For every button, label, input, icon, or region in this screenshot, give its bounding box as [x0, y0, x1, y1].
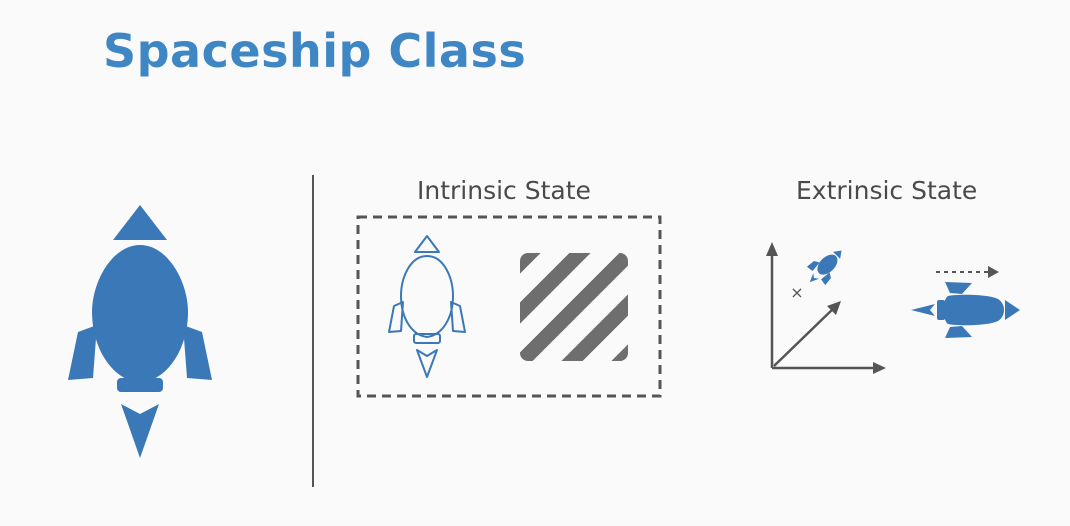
spaceship-icon-large	[68, 205, 212, 458]
intrinsic-state-heading: Intrinsic State	[417, 176, 591, 205]
slide-title: Spaceship Class	[103, 24, 527, 78]
intrinsic-state-box	[356, 215, 662, 398]
coordinate-axes-icon	[766, 242, 886, 374]
motion-arrow-icon	[936, 266, 999, 278]
spaceship-horizontal-icon	[911, 282, 1020, 338]
section-divider	[312, 175, 314, 487]
spaceship-outline-icon	[388, 235, 466, 378]
extrinsic-state-heading: Extrinsic State	[796, 176, 978, 205]
spaceship-small-icon	[806, 250, 842, 286]
texture-pattern-icon	[520, 253, 628, 361]
position-marker: ×	[790, 283, 803, 302]
